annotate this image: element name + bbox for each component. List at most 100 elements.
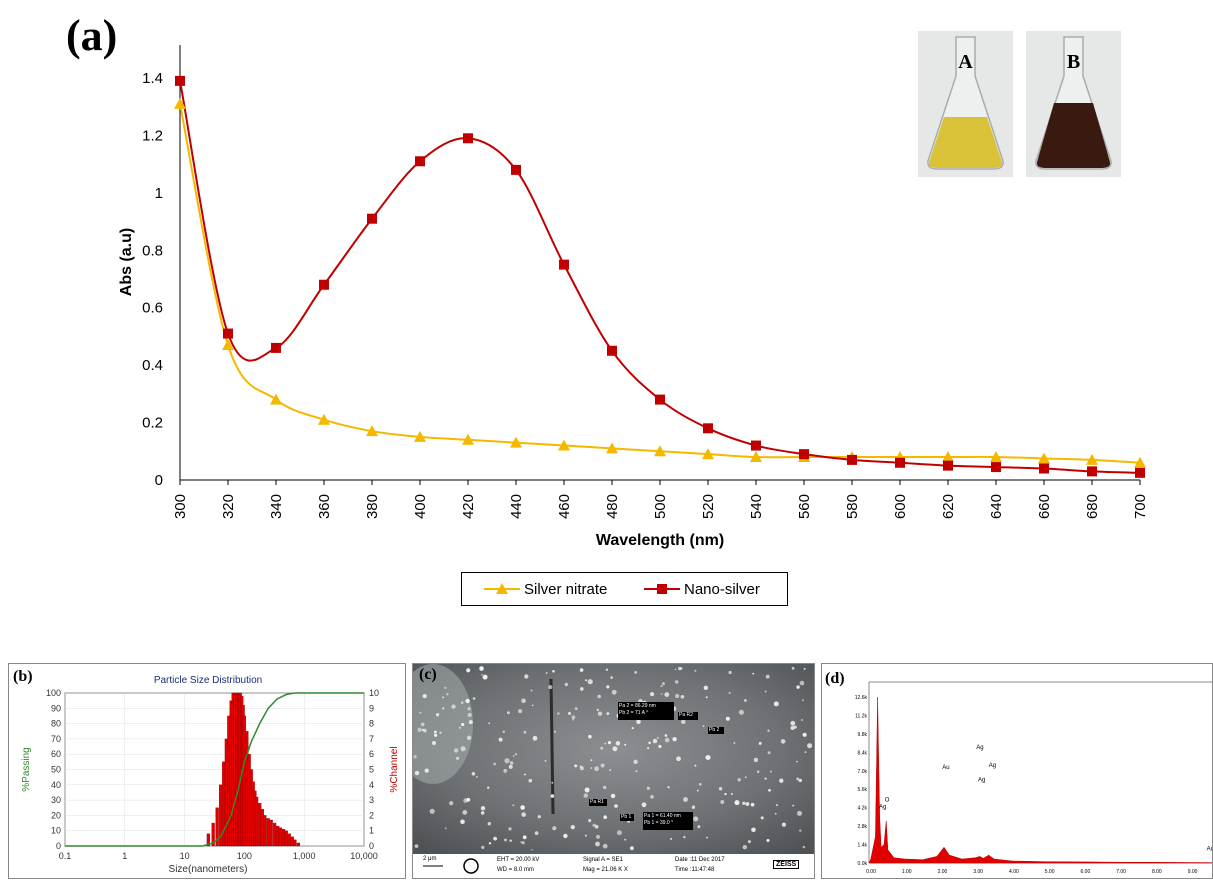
nanoparticle-dot <box>521 812 526 817</box>
sem-wd: WD = 8.0 mm <box>497 867 534 873</box>
y-tick-label: 1.4 <box>142 70 163 87</box>
nanoparticle-dot <box>696 789 699 792</box>
edx-y-tick: 11.2k <box>855 713 867 719</box>
nanoparticle-dot <box>744 699 747 702</box>
x-tick-label: 300 <box>172 494 189 519</box>
nanoparticle-dot <box>520 841 522 843</box>
nanoparticle-dot <box>742 845 747 850</box>
flask-photo-b: B <box>1026 31 1121 177</box>
panel-a-label: (a) <box>66 11 118 60</box>
edx-x-tick: 8.00 <box>1152 869 1162 875</box>
nanoparticle-dot <box>796 760 798 763</box>
nanoparticle-dot <box>790 720 796 726</box>
nanoparticle-dot <box>557 712 560 715</box>
psd-bar <box>290 836 294 847</box>
x-tick-label: 320 <box>220 494 237 519</box>
nanoparticle-dot <box>604 742 607 745</box>
nanoparticle-dot <box>600 763 605 768</box>
nanoparticle-dot <box>493 836 497 841</box>
psd-bar <box>263 815 267 847</box>
y-right-tick: 1 <box>369 826 374 836</box>
psd-bar <box>278 827 283 847</box>
edx-y-tick: 8.4k <box>858 750 868 756</box>
data-point-nano-silver <box>943 460 953 471</box>
nanoparticle-dot <box>466 668 471 673</box>
nanoparticle-dot <box>764 777 767 780</box>
edx-y-tick: 7.0k <box>858 769 868 775</box>
y-left-tick: 40 <box>51 780 61 790</box>
nanoparticle-dot <box>635 770 638 773</box>
edx-peak-label: Au <box>942 765 949 771</box>
nanoparticle-dot <box>780 739 786 744</box>
x-tick-label: 400 <box>412 494 429 519</box>
nanoparticle-dot <box>790 725 795 731</box>
nanoparticle-dot <box>460 746 466 752</box>
nanoparticle-dot <box>414 844 419 848</box>
nanoparticle-dot <box>720 800 725 804</box>
nanoparticle-dot <box>674 668 677 671</box>
chart-legend: Silver nitrate Nano-silver <box>461 572 788 606</box>
x-tick-label: 440 <box>508 494 525 519</box>
data-point-silver-nitrate <box>414 430 426 442</box>
nanoparticle-dot <box>750 802 755 807</box>
x-axis-label: Wavelength (nm) <box>596 532 724 549</box>
data-point-silver-nitrate <box>990 451 1002 463</box>
y-right-tick: 2 <box>369 810 374 820</box>
nanoparticle-dot <box>699 783 702 786</box>
y-tick-label: 1.2 <box>142 127 163 144</box>
nanoparticle-dot <box>552 826 557 831</box>
nanoparticle-dot <box>453 748 459 753</box>
nanoparticle-dot <box>451 704 456 709</box>
data-point-silver-nitrate <box>222 339 234 351</box>
nanoparticle-dot <box>660 685 663 688</box>
nanoparticle-dot <box>609 769 612 772</box>
nanoparticle-dot <box>753 757 759 763</box>
nanoparticle-dot <box>509 839 512 842</box>
data-point-nano-silver <box>559 259 569 270</box>
x-tick-label: 480 <box>604 494 621 519</box>
nanoparticle-dot <box>602 843 608 849</box>
nanoparticle-dot <box>528 778 533 783</box>
nanoparticle-dot <box>594 766 599 772</box>
nanoparticle-dot <box>512 755 515 757</box>
data-point-nano-silver <box>703 423 713 434</box>
nanoparticle-dot <box>552 670 555 673</box>
nanoparticle-dot <box>524 674 529 679</box>
nanoparticle-dot <box>781 822 786 827</box>
x-tick-label: 700 <box>1132 494 1149 519</box>
nanoparticle-dot <box>584 787 590 793</box>
x-tick-label: 660 <box>1036 494 1053 519</box>
nanoparticle-dot <box>580 687 584 691</box>
nanoparticle-dot <box>631 727 634 730</box>
nanoparticle-dot <box>758 741 762 745</box>
data-point-silver-nitrate <box>702 448 714 460</box>
nanoparticle-dot <box>675 680 679 684</box>
nanoparticle-dot <box>691 805 696 809</box>
nanoparticle-dot <box>467 707 471 711</box>
psd-bar <box>258 803 262 847</box>
nanoparticle-dot <box>634 671 638 674</box>
nanoparticle-dot <box>683 836 686 839</box>
nanoparticle-dot <box>475 775 478 778</box>
panel-b-psd: 0 10 20 30 40 50 60 70 80 90 100 0 1 2 3 4 5 6 7 8 9 10 0.1 1 10… <box>8 663 406 879</box>
data-point-silver-nitrate <box>942 451 954 463</box>
psd-y-right-label: %Channel <box>389 746 400 792</box>
nanoparticle-dot <box>413 755 417 759</box>
nanoparticle-dot <box>661 682 665 686</box>
y-left-tick: 70 <box>51 734 61 744</box>
psd-bar <box>281 829 286 847</box>
nanoparticle-dot <box>523 730 527 734</box>
nanoparticle-dot <box>693 816 699 822</box>
sem-scale: 2 μm <box>423 856 437 862</box>
nanoparticle-dot <box>676 756 681 762</box>
x-tick-label: 640 <box>988 494 1005 519</box>
nanoparticle-dot <box>456 756 460 760</box>
nanoparticle-dot <box>421 728 424 731</box>
nanoparticle-dot <box>481 673 483 676</box>
nanoparticle-dot <box>797 810 802 816</box>
y-left-tick: 50 <box>51 765 61 775</box>
nanoparticle-dot <box>773 701 779 707</box>
nanoparticle-dot <box>664 737 670 743</box>
nanoparticle-dot <box>615 741 621 746</box>
nanoparticle-dot <box>531 848 533 851</box>
